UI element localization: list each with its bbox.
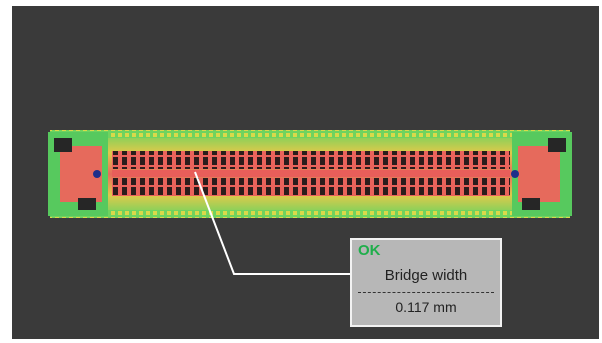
metric-label: Bridge width — [384, 267, 468, 284]
status-label: OK — [358, 242, 381, 259]
upper-pin-row — [112, 151, 510, 169]
measurement-value: 0.117 mm — [395, 299, 457, 315]
lower-pin-row — [112, 178, 510, 196]
callout-leader-line — [194, 171, 350, 275]
center-rail — [112, 170, 510, 177]
callout-divider — [358, 292, 494, 293]
left-end-block — [48, 132, 108, 216]
connector-3d-view — [48, 130, 572, 275]
right-end-block — [511, 132, 572, 216]
measurement-callout[interactable]: OK Bridge width 0.117 mm — [350, 238, 502, 327]
inspection-viewport[interactable]: OK Bridge width 0.117 mm — [12, 6, 599, 339]
